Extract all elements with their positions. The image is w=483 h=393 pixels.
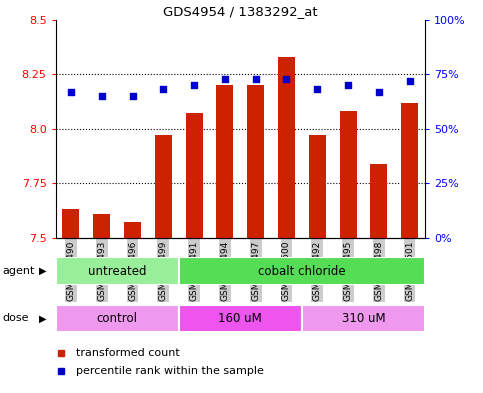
Point — [375, 88, 383, 95]
Bar — [179, 305, 302, 332]
Bar — [216, 85, 233, 238]
Text: transformed count: transformed count — [76, 348, 180, 358]
Text: ▶: ▶ — [39, 313, 46, 323]
Bar — [179, 257, 425, 285]
Bar — [185, 114, 202, 238]
Bar — [62, 209, 79, 238]
Point — [190, 82, 198, 88]
Text: untreated: untreated — [88, 264, 146, 278]
Bar — [340, 111, 356, 238]
Bar — [401, 103, 418, 238]
Text: 160 uM: 160 uM — [218, 312, 262, 325]
Bar — [370, 163, 387, 238]
Bar — [56, 257, 179, 285]
Point — [252, 75, 259, 82]
Title: GDS4954 / 1383292_at: GDS4954 / 1383292_at — [163, 6, 318, 18]
Text: ▶: ▶ — [39, 266, 46, 276]
Bar — [302, 305, 425, 332]
Text: cobalt chloride: cobalt chloride — [258, 264, 346, 278]
Point — [128, 93, 136, 99]
Text: control: control — [97, 312, 138, 325]
Bar — [124, 222, 141, 238]
Text: dose: dose — [2, 313, 29, 323]
Bar — [309, 135, 326, 238]
Text: agent: agent — [2, 266, 35, 276]
Point — [283, 75, 290, 82]
Bar — [93, 214, 110, 238]
Bar — [247, 85, 264, 238]
Point — [98, 93, 106, 99]
Bar — [56, 305, 179, 332]
Point — [344, 82, 352, 88]
Point — [159, 86, 167, 93]
Point — [221, 75, 229, 82]
Bar — [155, 135, 172, 238]
Text: percentile rank within the sample: percentile rank within the sample — [76, 366, 264, 376]
Bar — [278, 57, 295, 238]
Text: 310 uM: 310 uM — [341, 312, 385, 325]
Point — [67, 88, 75, 95]
Point — [406, 77, 413, 84]
Point — [313, 86, 321, 93]
